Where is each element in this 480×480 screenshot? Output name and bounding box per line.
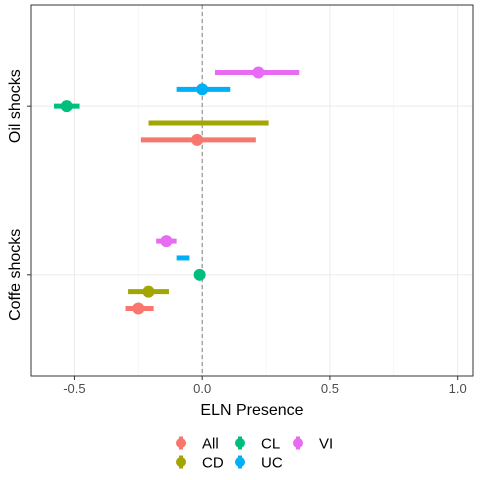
mark-all-coffe-shocks: [125, 302, 154, 315]
mark-cl-oil-shocks: [53, 100, 80, 113]
legend-label: All: [202, 436, 219, 453]
grid-lines: [31, 5, 473, 376]
panel-border: [30, 4, 474, 377]
point-all-oil-shocks: [191, 133, 204, 146]
point-uc-oil-shocks: [196, 83, 209, 96]
data-marks: [53, 66, 300, 315]
mark-vi-coffe-shocks: [156, 235, 177, 248]
point-vi-coffe-shocks: [160, 235, 173, 248]
legend: All CD CL UC VI: [176, 436, 333, 472]
mark-cd-coffe-shocks: [128, 285, 169, 298]
legend-label: VI: [319, 436, 333, 453]
x-tick-label: -0.5: [63, 381, 85, 396]
legend-key-point: [235, 457, 245, 467]
legend-key-point: [293, 438, 303, 448]
legend-item-cd: CD: [176, 455, 224, 472]
legend-key-point: [235, 438, 245, 448]
mark-all-oil-shocks: [140, 133, 256, 146]
mark-vi-oil-shocks: [214, 66, 300, 79]
legend-item-uc: UC: [235, 455, 283, 472]
legend-key-point: [176, 457, 186, 467]
legend-label: CL: [261, 436, 280, 453]
point-cd-coffe-shocks: [142, 285, 155, 298]
y-tick-label-coffe-shocks: Coffe shocks: [7, 229, 24, 321]
legend-item-vi: VI: [293, 436, 333, 453]
point-vi-oil-shocks: [252, 66, 265, 79]
point-all-coffe-shocks: [132, 302, 145, 315]
x-axis: -0.5 0.0 0.5 1.0: [63, 376, 467, 396]
point-cl-coffe-shocks: [193, 268, 206, 281]
legend-item-cl: CL: [235, 436, 280, 453]
mark-uc-oil-shocks: [176, 83, 231, 96]
legend-item-all: All: [176, 436, 219, 453]
legend-label: CD: [202, 455, 224, 472]
legend-label: UC: [261, 455, 283, 472]
legend-key-point: [176, 438, 186, 448]
point-cl-oil-shocks: [60, 100, 73, 113]
x-tick-label: 0.5: [321, 381, 339, 396]
x-tick-label: 0.0: [193, 381, 211, 396]
mark-cl-coffe-shocks: [193, 268, 206, 281]
y-axis: Coffe shocks Oil shocks: [7, 69, 31, 321]
y-tick-label-oil-shocks: Oil shocks: [7, 69, 24, 143]
x-tick-label: 1.0: [449, 381, 467, 396]
x-axis-title: ELN Presence: [200, 402, 303, 419]
